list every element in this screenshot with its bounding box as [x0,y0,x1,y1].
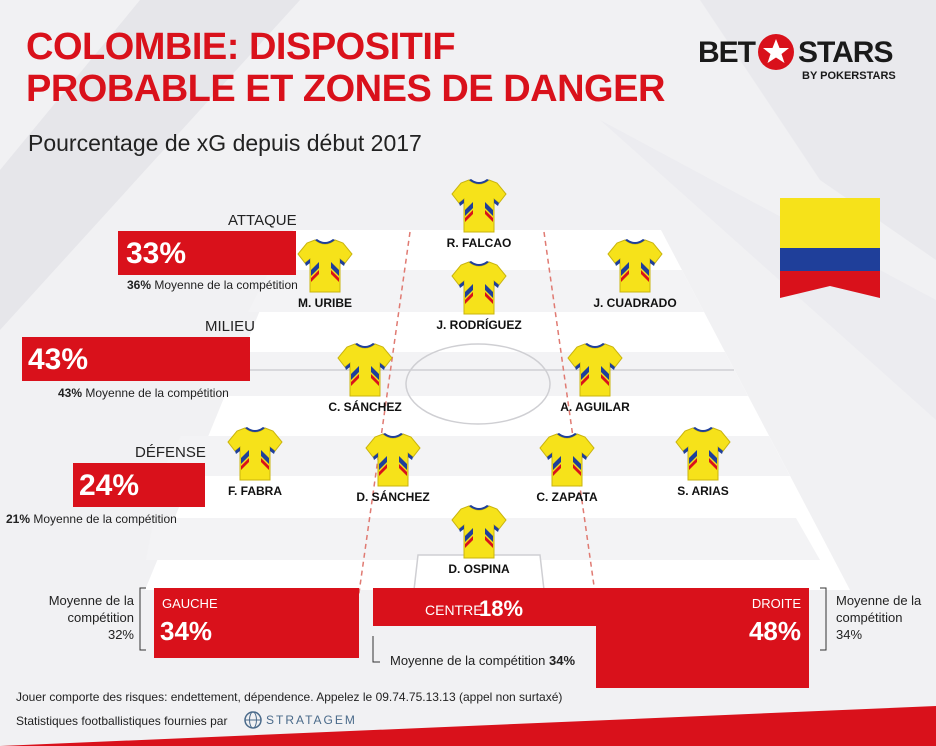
player-aguilar: A. AGUILAR [540,340,650,414]
channel-avg-value-centre: 34% [549,653,576,668]
player-name: D. OSPINA [448,562,510,576]
zone-bar-defense: 24% [73,463,205,507]
footer-disclaimer: Jouer comporte des risques: endettement,… [16,690,563,704]
zone-avg-text-milieu: Moyenne de la compétition [85,386,229,400]
zone-avg-text-defense: Moyenne de la compétition [33,512,177,526]
zone-avg-value-defense: 21% [6,512,31,526]
jersey-icon [675,426,731,481]
channel-avg-centre: Moyenne de la compétition 34% [390,653,575,668]
jersey-icon [337,342,393,397]
jersey-icon [227,426,283,481]
logo-byline: BY POKERSTARS [802,70,896,82]
player-name: M. URIBE [298,296,352,310]
stratagem-word: STRATAGEM [266,713,357,727]
channel-avg-line2-droite: compétition [836,610,903,625]
channel-bar-gauche: GAUCHE 34% [154,588,359,658]
channel-label-centre: CENTRE [425,602,483,618]
player-zapata: C. ZAPATA [512,430,622,504]
logo-word-bet: BET [698,36,756,69]
jersey-icon [451,260,507,315]
channel-avg-droite: Moyenne de la compétition 34% [836,592,932,643]
zone-avg-value-attaque: 36% [127,278,152,292]
zone-label-defense: DÉFENSE [135,444,206,461]
player-name: C. SÁNCHEZ [328,400,402,414]
footer-credit: Statistiques footballistiques fournies p… [16,714,228,728]
player-name: F. FABRA [228,484,282,498]
page-subtitle: Pourcentage de xG depuis début 2017 [28,130,422,156]
player-rodriguez: J. RODRÍGUEZ [424,258,534,332]
channel-avg-gauche: Moyenne de la compétition 32% [30,592,134,643]
jersey-icon [539,432,595,487]
zone-bar-attaque: 33% [118,231,296,275]
zone-avg-milieu: 43% Moyenne de la compétition [58,386,229,400]
player-name: J. CUADRADO [593,296,677,310]
channel-value-gauche: 34% [160,616,213,646]
channel-bar-droite: DROITE 48% [596,588,809,688]
zone-value-attaque: 33% [126,237,187,270]
jersey-icon [365,432,421,487]
jersey-icon [607,238,663,293]
channel-value-centre: 18% [479,596,524,621]
channel-avg-line2-gauche: compétition [67,610,134,625]
player-name: D. SÁNCHEZ [356,490,430,504]
jersey-icon [451,178,507,233]
title-line-2: PROBABLE ET ZONES DE DANGER [26,68,665,110]
logo-star-icon [758,34,794,70]
player-ospina: D. OSPINA [424,502,534,576]
jersey-icon [297,238,353,293]
jersey-icon [567,342,623,397]
channel-avg-line1-droite: Moyenne de la [836,593,922,608]
player-d-sanchez: D. SÁNCHEZ [338,430,448,504]
channel-avg-text-centre: Moyenne de la compétition [390,653,546,668]
channel-avg-value-gauche: 32% [107,627,134,642]
zone-avg-defense: 21% Moyenne de la compétition [6,512,177,526]
zone-avg-attaque: 36% Moyenne de la compétition [127,278,298,292]
jersey-icon [451,504,507,559]
colombia-flag-icon [780,198,880,298]
channel-label-droite: DROITE [751,596,801,611]
zone-avg-value-milieu: 43% [58,386,83,400]
channel-label-gauche: GAUCHE [162,596,218,611]
player-name: S. ARIAS [677,484,729,498]
zone-bar-milieu: 43% [22,337,250,381]
zone-label-milieu: MILIEU [205,318,256,335]
player-name: C. ZAPATA [536,490,598,504]
title-line-1: COLOMBIE: DISPOSITIF [26,26,456,68]
logo-word-stars: STARS [798,36,893,69]
player-cuadrado: J. CUADRADO [580,236,690,310]
player-name: J. RODRÍGUEZ [436,318,522,332]
channel-avg-value-droite: 34% [836,627,863,642]
betstars-logo: BET STARS BY POKERSTARS [698,28,898,88]
player-falcao: R. FALCAO [424,176,534,250]
channel-value-droite: 48% [748,616,801,646]
zone-value-milieu: 43% [28,343,89,376]
stratagem-logo: STRATAGEM [244,710,357,730]
zone-label-attaque: ATTAQUE [228,212,297,229]
player-c-sanchez: C. SÁNCHEZ [310,340,420,414]
player-fabra: F. FABRA [200,424,310,498]
zone-value-defense: 24% [79,469,140,502]
player-arias: S. ARIAS [648,424,758,498]
channel-bar-centre: CENTRE 18% [373,588,597,626]
stratagem-globe-icon [244,711,262,729]
channel-avg-line1-gauche: Moyenne de la [48,593,134,608]
player-name: A. AGUILAR [560,400,630,414]
page-title: COLOMBIE: DISPOSITIF PROBABLE ET ZONES D… [26,26,676,110]
zone-avg-text-attaque: Moyenne de la compétition [154,278,298,292]
player-uribe: M. URIBE [270,236,380,310]
player-name: R. FALCAO [446,236,512,250]
